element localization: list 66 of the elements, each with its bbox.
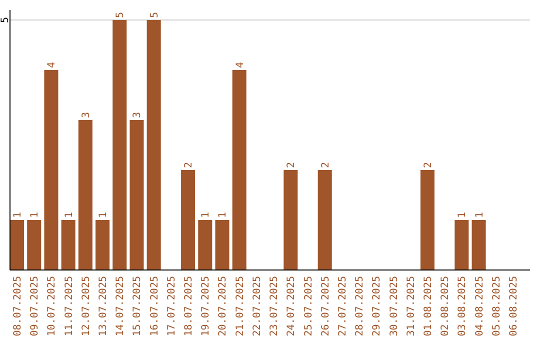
data-label: 1 xyxy=(200,212,212,218)
x-tick-label: 18.07.2025 xyxy=(184,276,195,336)
x-tick-label: 31.07.2025 xyxy=(406,276,417,336)
data-label: 3 xyxy=(80,112,92,118)
data-label: 4 xyxy=(46,62,58,68)
data-label: 5 xyxy=(115,12,126,18)
bar xyxy=(44,70,58,270)
data-label: 1 xyxy=(218,212,229,218)
bar xyxy=(215,220,230,270)
bar xyxy=(420,170,434,270)
x-tick-label: 30.07.2025 xyxy=(388,276,400,336)
data-label: 2 xyxy=(286,162,298,168)
x-tick-label: 22.07.2025 xyxy=(252,276,263,336)
x-tick-label: 29.07.2025 xyxy=(372,276,383,336)
bar xyxy=(454,220,469,270)
x-tick-label: 24.07.2025 xyxy=(286,276,298,336)
bar xyxy=(318,170,332,270)
data-label: 1 xyxy=(30,212,41,218)
x-tick-label: 15.07.2025 xyxy=(132,276,144,336)
x-tick-label: 08.07.2025 xyxy=(12,276,24,336)
data-label: 1 xyxy=(98,212,110,218)
bar xyxy=(78,120,92,270)
data-label: 4 xyxy=(234,62,246,68)
bar xyxy=(284,170,298,270)
data-label: 1 xyxy=(64,212,75,218)
x-tick-label: 14.07.2025 xyxy=(115,276,126,336)
data-label: 5 xyxy=(149,12,160,18)
x-tick-label: 23.07.2025 xyxy=(269,276,280,336)
bar xyxy=(96,220,110,270)
x-tick-label: 17.07.2025 xyxy=(166,276,178,336)
bar xyxy=(10,220,24,270)
x-tick-label: 11.07.2025 xyxy=(64,276,75,336)
x-tick-label: 09.07.2025 xyxy=(30,276,41,336)
x-tick-label: 01.08.2025 xyxy=(422,276,434,336)
data-label: 3 xyxy=(132,112,144,118)
data-label: 1 xyxy=(474,212,486,218)
bar xyxy=(181,170,196,270)
data-label: 1 xyxy=(12,212,24,218)
data-label: 2 xyxy=(422,162,434,168)
x-tick-label: 06.08.2025 xyxy=(508,276,520,336)
bar xyxy=(130,120,144,270)
bar xyxy=(198,220,212,270)
x-tick-label: 04.08.2025 xyxy=(474,276,486,336)
x-tick-label: 03.08.2025 xyxy=(457,276,468,336)
bar xyxy=(27,220,42,270)
x-tick-label: 05.08.2025 xyxy=(491,276,502,336)
x-tick-label: 10.07.2025 xyxy=(46,276,58,336)
x-tick-label: 16.07.2025 xyxy=(149,276,160,336)
x-tick-label: 13.07.2025 xyxy=(98,276,110,336)
bar xyxy=(112,20,127,270)
x-tick-label: 27.07.2025 xyxy=(337,276,348,336)
x-tick-label: 26.07.2025 xyxy=(320,276,332,336)
data-label: 2 xyxy=(184,162,195,168)
x-tick-label: 12.07.2025 xyxy=(80,276,92,336)
bar xyxy=(146,20,161,270)
bar xyxy=(232,70,246,270)
bar xyxy=(61,220,76,270)
x-tick-label: 20.07.2025 xyxy=(218,276,229,336)
x-tick-label: 19.07.2025 xyxy=(200,276,212,336)
x-tick-label: 28.07.2025 xyxy=(354,276,366,336)
data-label: 2 xyxy=(320,162,332,168)
x-tick-label: 02.08.2025 xyxy=(440,276,452,336)
x-tick-label: 21.07.2025 xyxy=(234,276,246,336)
data-label: 1 xyxy=(457,212,468,218)
x-tick-label: 25.07.2025 xyxy=(303,276,314,336)
bar xyxy=(472,220,486,270)
